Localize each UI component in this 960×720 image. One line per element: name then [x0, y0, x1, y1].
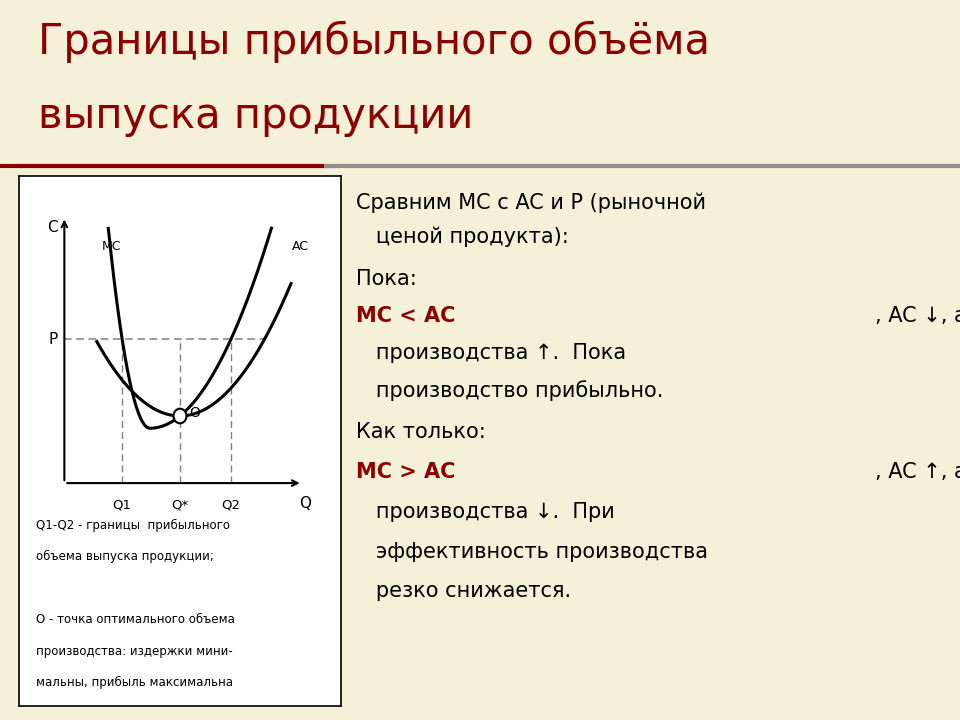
Text: Q: Q — [299, 496, 311, 511]
Text: AC: AC — [292, 240, 309, 253]
Text: Сравним MC с AC и P (рыночной: Сравним MC с AC и P (рыночной — [356, 192, 707, 213]
Circle shape — [174, 409, 186, 423]
Text: производства ↑.  Пока: производства ↑. Пока — [356, 343, 639, 363]
Text: O - точка оптимального объема: O - точка оптимального объема — [36, 613, 235, 626]
Text: Q*: Q* — [172, 499, 188, 512]
Text: Q1-Q2 - границы  прибыльного: Q1-Q2 - границы прибыльного — [36, 519, 230, 532]
Text: Пока:: Пока: — [356, 269, 417, 289]
Text: C: C — [47, 220, 58, 235]
Text: O: O — [190, 406, 201, 420]
Text: производства ↓.  При: производства ↓. При — [356, 502, 629, 522]
Text: резко снижается.: резко снижается. — [356, 581, 571, 601]
Text: производство прибыльно.: производство прибыльно. — [356, 380, 663, 401]
Text: производства: издержки мини-: производства: издержки мини- — [36, 645, 233, 658]
Text: Q2: Q2 — [222, 499, 240, 512]
Text: , AC ↓, а эффективность: , AC ↓, а эффективность — [876, 306, 960, 326]
Text: мальны, прибыль максимальна: мальны, прибыль максимальна — [36, 676, 233, 689]
Text: MC < AC: MC < AC — [356, 306, 456, 326]
Text: эффективность производства: эффективность производства — [356, 541, 708, 562]
Text: , AC ↑, а эффективность: , AC ↑, а эффективность — [876, 462, 960, 482]
Text: Q1: Q1 — [112, 499, 132, 512]
Text: Границы прибыльного объёма: Границы прибыльного объёма — [38, 21, 710, 63]
Text: MC > AC: MC > AC — [356, 462, 456, 482]
Text: ценой продукта):: ценой продукта): — [356, 227, 569, 247]
Text: MC: MC — [102, 240, 121, 253]
Text: Как только:: Как только: — [356, 423, 486, 443]
Text: P: P — [48, 332, 58, 347]
Text: объема выпуска продукции;: объема выпуска продукции; — [36, 550, 214, 564]
Text: выпуска продукции: выпуска продукции — [38, 95, 474, 137]
